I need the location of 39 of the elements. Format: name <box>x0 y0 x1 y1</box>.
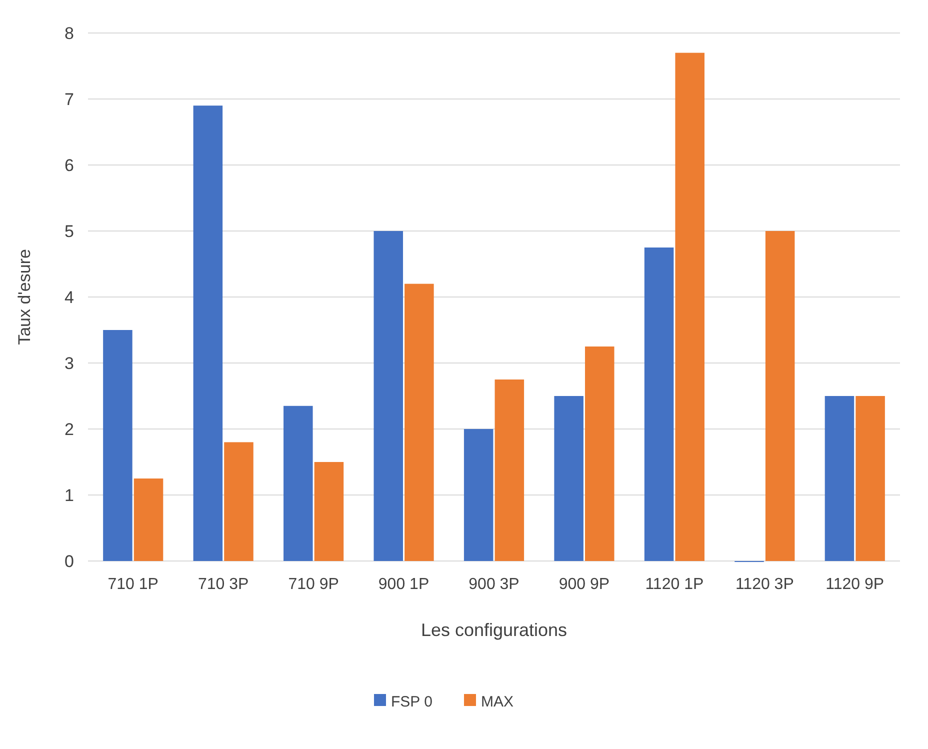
bar <box>856 396 885 561</box>
bar <box>224 442 254 561</box>
bar <box>374 231 404 561</box>
bar <box>404 284 434 561</box>
y-tick-label: 3 <box>64 354 74 373</box>
bar <box>103 330 132 561</box>
x-tick-label: 710 9P <box>288 576 339 593</box>
bar <box>584 346 614 561</box>
x-axis-title: Les configurations <box>420 620 568 640</box>
y-tick-label: 1 <box>64 486 74 505</box>
bar <box>554 396 584 561</box>
y-tick-label: 0 <box>64 552 74 571</box>
x-tick-label: 710 3P <box>198 576 249 593</box>
y-tick-label: 5 <box>64 222 74 241</box>
x-tick-label: 710 1P <box>108 576 158 593</box>
y-tick-label: 6 <box>64 156 74 175</box>
x-tick-label: 900 1P <box>378 576 430 593</box>
y-tick-label: 2 <box>64 420 74 439</box>
bar <box>284 406 313 561</box>
x-tick-label: 900 9P <box>558 576 610 593</box>
y-axis-title: Taux d'esure <box>15 249 34 345</box>
x-tick-label: 1120 3P <box>735 576 794 593</box>
bar <box>765 231 795 561</box>
y-tick-label: 8 <box>64 24 74 43</box>
x-tick-label: 1120 1P <box>645 576 704 593</box>
bar <box>193 106 223 561</box>
y-tick-label: 4 <box>64 288 74 307</box>
x-tick-label: 1120 9P <box>826 576 884 593</box>
bar <box>494 380 524 561</box>
bar <box>675 52 704 561</box>
legend-label: FSP 0 <box>391 693 432 710</box>
bar <box>644 248 674 561</box>
x-tick-label: 900 3P <box>468 576 520 593</box>
legend-label: MAX <box>481 693 514 710</box>
bar <box>824 396 854 561</box>
bar <box>464 429 494 561</box>
bar <box>134 478 164 561</box>
bar <box>314 462 344 561</box>
y-tick-label: 7 <box>64 90 74 109</box>
